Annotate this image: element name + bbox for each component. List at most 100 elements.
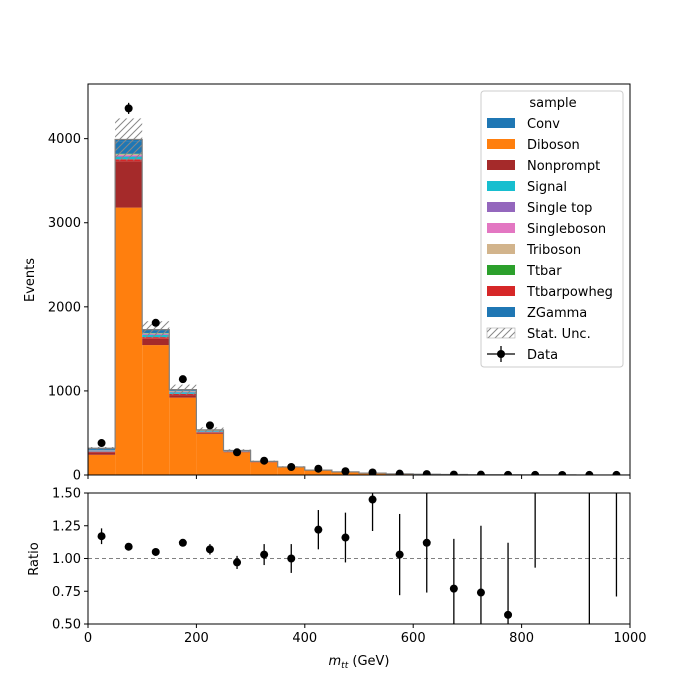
data-point — [422, 470, 431, 475]
legend-label-ttbarpowheg: Ttbarpowheg — [526, 285, 613, 300]
legend-swatch-stat-unc — [486, 327, 516, 339]
bar-zgamma — [88, 449, 116, 451]
bar-nonprompt — [142, 338, 170, 346]
ratio-y-tick-label: 1.50 — [52, 487, 81, 502]
ratio-y-tick-label: 0.75 — [52, 585, 81, 600]
ratio-point — [395, 550, 404, 559]
y-tick-label: 3000 — [48, 216, 81, 231]
bar-ttbarpowheg — [88, 451, 116, 453]
bar-nonprompt — [196, 432, 224, 434]
main-y-axis-label: Events — [23, 258, 38, 302]
legend-swatch-singleboson — [487, 223, 515, 233]
bar-diboson — [196, 433, 224, 475]
legend: sample Conv Diboson Nonprompt Signal Single t… — [480, 90, 624, 368]
legend-swatch-ttbarpowheg — [487, 286, 515, 296]
bar-nonprompt — [169, 395, 197, 398]
bar-nonprompt — [115, 161, 143, 208]
ratio-point — [368, 495, 377, 504]
data-point — [368, 468, 377, 475]
ratio-point — [476, 588, 485, 597]
ratio-y-tick-label: 1.00 — [52, 552, 81, 567]
data-point — [178, 375, 187, 384]
legend-swatch-triboson — [487, 244, 515, 254]
bar-diboson — [250, 462, 278, 475]
data-point — [558, 471, 567, 475]
data-point — [612, 470, 621, 475]
legend-label-singleboson: Singleboson — [527, 222, 606, 237]
data-point — [531, 470, 540, 475]
ratio-point — [449, 584, 458, 593]
legend-swatch-nonprompt — [487, 160, 515, 170]
legend-label-triboson: Triboson — [526, 243, 581, 258]
legend-label-data: Data — [527, 348, 558, 363]
legend-label-conv: Conv — [527, 117, 560, 132]
bar-diboson — [88, 454, 116, 475]
legend-swatch-ttbar — [487, 265, 515, 275]
ratio-x-tick-label: 800 — [509, 631, 534, 646]
data-point — [341, 467, 350, 475]
ratio-x-axis: 0 200 400 600 800 1000 — [84, 624, 647, 646]
ratio-point — [151, 547, 160, 556]
data-point — [395, 469, 404, 475]
legend-swatch-conv — [487, 118, 515, 128]
ratio-point — [260, 550, 269, 559]
bar-diboson — [169, 397, 197, 475]
ratio-point — [178, 538, 187, 547]
legend-swatch-single-top — [487, 202, 515, 212]
ratio-x-tick-label: 0 — [84, 631, 92, 646]
legend-label-diboson: Diboson — [527, 138, 580, 153]
ratio-point — [422, 538, 431, 547]
data-point — [287, 463, 296, 472]
legend-label-nonprompt: Nonprompt — [527, 159, 600, 174]
x-axis-label: mtt (GeV) — [329, 654, 390, 671]
data-point — [314, 464, 323, 473]
ratio-point — [504, 610, 513, 619]
data-point — [449, 470, 458, 475]
legend-marker-data — [497, 350, 505, 358]
data-point — [124, 104, 133, 113]
main-panel: 0 1000 2000 3000 4000 Events — [23, 83, 631, 484]
ratio-point — [124, 542, 133, 551]
ratio-point — [314, 525, 323, 534]
bar-nonprompt — [88, 452, 116, 455]
ratio-x-tick-label: 200 — [184, 631, 209, 646]
y-tick-label: 1000 — [48, 384, 81, 399]
ratio-point — [341, 533, 350, 542]
ratio-axes-frame — [87, 492, 631, 625]
y-tick-label: 0 — [73, 469, 81, 484]
legend-label-signal: Signal — [527, 180, 567, 195]
data-point — [233, 448, 242, 457]
ratio-point — [205, 545, 214, 554]
ratio-x-tick-label: 400 — [292, 631, 317, 646]
legend-swatch-diboson — [487, 139, 515, 149]
bar-diboson — [277, 467, 305, 475]
data-point — [504, 470, 513, 475]
legend-swatch-zgamma — [487, 307, 515, 317]
data-point — [476, 470, 485, 475]
ratio-y-axis: 0.50 0.75 1.00 1.25 1.50 — [52, 487, 88, 633]
ratio-point — [233, 558, 242, 567]
legend-swatch-signal — [487, 181, 515, 191]
legend-title: sample — [529, 96, 576, 111]
bar-diboson — [223, 452, 251, 475]
ratio-plot-area — [88, 493, 630, 624]
data-point — [205, 421, 214, 430]
main-axes-frame — [87, 83, 631, 476]
legend-label-zgamma: ZGamma — [527, 306, 587, 321]
legend-box — [480, 90, 624, 368]
ratio-y-axis-label: Ratio — [27, 542, 42, 575]
ratio-point — [287, 554, 296, 563]
main-y-axis: 0 1000 2000 3000 4000 — [48, 132, 88, 484]
bar-ttbarpowheg — [196, 432, 224, 433]
ratio-y-tick-label: 1.25 — [52, 519, 81, 534]
legend-label-stat-unc: Stat. Unc. — [527, 327, 591, 342]
ratio-x-tick-label: 1000 — [613, 631, 646, 646]
data-point — [260, 456, 269, 465]
y-tick-label: 2000 — [48, 300, 81, 315]
data-point — [585, 470, 594, 475]
ratio-panel: 0.50 0.75 1.00 1.25 1.50 0 200 400 600 800 1000 R… — [27, 487, 647, 672]
legend-label-single-top: Single top — [527, 201, 592, 216]
bar-diboson — [142, 345, 170, 475]
y-tick-label: 4000 — [48, 132, 81, 147]
